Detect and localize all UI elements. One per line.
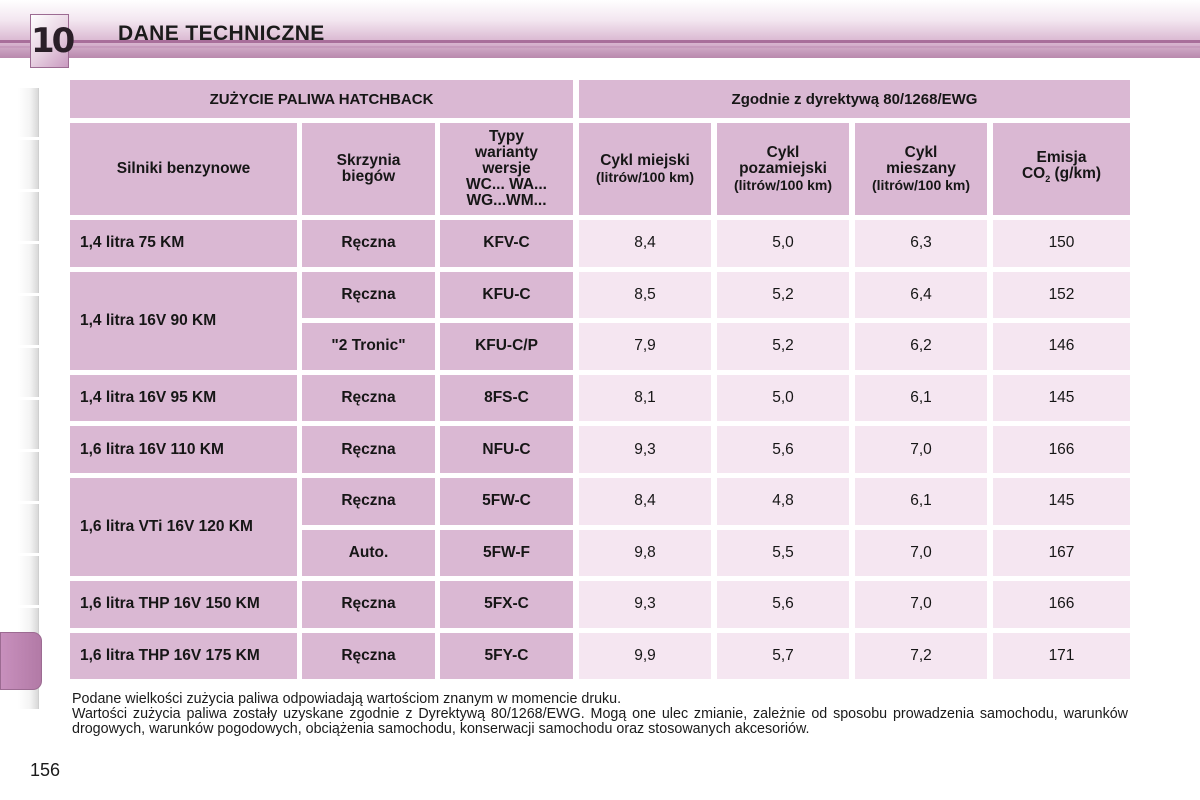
page-title: DANE TECHNICZNE xyxy=(118,22,325,45)
side-tab-active[interactable] xyxy=(0,632,42,690)
footnote-line: Podane wielkości zużycia paliwa odpowiad… xyxy=(72,691,622,707)
extra-urban-cell: 5,2 xyxy=(717,271,849,319)
side-tab[interactable] xyxy=(18,348,39,397)
extra-urban-cell: 5,5 xyxy=(717,529,849,577)
page-number: 156 xyxy=(30,760,61,780)
urban-cell: 7,9 xyxy=(579,323,711,370)
combined-cell: 6,3 xyxy=(855,220,987,267)
side-tab[interactable] xyxy=(18,400,39,449)
urban-cell: 9,8 xyxy=(579,529,711,577)
type-cell: 5FW-C xyxy=(440,478,573,525)
type-cell: 8FS-C xyxy=(440,374,573,422)
combined-cell: 6,4 xyxy=(855,271,987,319)
gearbox-cell: Ręczna xyxy=(302,220,435,267)
engine-cell: 1,6 litra THP 16V 150 KM xyxy=(70,581,297,628)
gearbox-cell: Ręczna xyxy=(302,581,435,628)
co2-cell: 167 xyxy=(993,529,1130,577)
urban-cell: 9,9 xyxy=(579,632,711,680)
co2-cell: 152 xyxy=(993,271,1130,319)
gearbox-cell: Ręczna xyxy=(302,271,435,319)
co2-cell: 166 xyxy=(993,581,1130,628)
footnote-line: Wartości zużycia paliwa zostały uzyskane… xyxy=(72,706,1128,737)
extra-urban-cell: 5,7 xyxy=(717,632,849,680)
type-cell: KFU-C/P xyxy=(440,323,573,370)
chapter-badge: 10 xyxy=(30,14,75,68)
co2-cell: 150 xyxy=(993,220,1130,267)
type-cell: 5FW-F xyxy=(440,529,573,577)
header-rule xyxy=(0,40,1200,43)
extra-urban-cell: 4,8 xyxy=(717,478,849,525)
table-title: ZUŻYCIE PALIWA HATCHBACK xyxy=(70,80,573,118)
co2-cell: 145 xyxy=(993,478,1130,525)
combined-cell: 7,0 xyxy=(855,581,987,628)
combined-cell: 7,2 xyxy=(855,632,987,680)
col-header-combined: Cykl mieszany (litrów/100 km) xyxy=(855,123,987,215)
side-tab[interactable] xyxy=(18,140,39,189)
header-band xyxy=(0,0,1200,58)
combined-cell: 7,0 xyxy=(855,529,987,577)
gearbox-cell: "2 Tronic" xyxy=(302,323,435,370)
gearbox-cell: Ręczna xyxy=(302,632,435,680)
gearbox-cell: Ręczna xyxy=(302,374,435,422)
side-tab[interactable] xyxy=(18,244,39,293)
side-tab[interactable] xyxy=(18,192,39,241)
urban-cell: 8,4 xyxy=(579,220,711,267)
combined-cell: 6,1 xyxy=(855,374,987,422)
urban-cell: 9,3 xyxy=(579,581,711,628)
extra-urban-cell: 5,6 xyxy=(717,426,849,473)
side-tab[interactable] xyxy=(18,452,39,501)
side-tab[interactable] xyxy=(18,556,39,605)
footnotes: Podane wielkości zużycia paliwa odpowiad… xyxy=(72,692,1128,737)
engine-cell: 1,4 litra 16V 90 KM xyxy=(70,271,297,370)
col-header-engine: Silniki benzynowe xyxy=(70,123,297,215)
side-chapter-tabs xyxy=(0,82,42,717)
col-header-extra-urban: Cykl pozamiejski (litrów/100 km) xyxy=(717,123,849,215)
combined-cell: 6,2 xyxy=(855,323,987,370)
co2-cell: 146 xyxy=(993,323,1130,370)
side-tab[interactable] xyxy=(18,296,39,345)
engine-cell: 1,6 litra VTi 16V 120 KM xyxy=(70,478,297,577)
col-header-emission: Emisja CO2 (g/km) xyxy=(993,123,1130,215)
col-header-types: Typy warianty wersje WC... WA... WG...WM… xyxy=(440,123,573,215)
urban-cell: 9,3 xyxy=(579,426,711,473)
type-cell: KFV-C xyxy=(440,220,573,267)
type-cell: 5FX-C xyxy=(440,581,573,628)
engine-cell: 1,6 litra 16V 110 KM xyxy=(70,426,297,473)
side-tab[interactable] xyxy=(18,504,39,553)
col-header-urban: Cykl miejski (litrów/100 km) xyxy=(579,123,711,215)
extra-urban-cell: 5,2 xyxy=(717,323,849,370)
extra-urban-cell: 5,0 xyxy=(717,374,849,422)
engine-cell: 1,4 litra 75 KM xyxy=(70,220,297,267)
directive-header: Zgodnie z dyrektywą 80/1268/EWG xyxy=(579,80,1130,118)
co2-cell: 145 xyxy=(993,374,1130,422)
engine-cell: 1,6 litra THP 16V 175 KM xyxy=(70,632,297,680)
co2-cell: 171 xyxy=(993,632,1130,680)
type-cell: NFU-C xyxy=(440,426,573,473)
gearbox-cell: Ręczna xyxy=(302,426,435,473)
gearbox-cell: Auto. xyxy=(302,529,435,577)
urban-cell: 8,1 xyxy=(579,374,711,422)
type-cell: 5FY-C xyxy=(440,632,573,680)
urban-cell: 8,5 xyxy=(579,271,711,319)
combined-cell: 7,0 xyxy=(855,426,987,473)
extra-urban-cell: 5,6 xyxy=(717,581,849,628)
gearbox-cell: Ręczna xyxy=(302,478,435,525)
co2-cell: 166 xyxy=(993,426,1130,473)
extra-urban-cell: 5,0 xyxy=(717,220,849,267)
header-rule-secondary xyxy=(0,46,1200,48)
engine-cell: 1,4 litra 16V 95 KM xyxy=(70,374,297,422)
side-tab[interactable] xyxy=(18,88,39,137)
type-cell: KFU-C xyxy=(440,271,573,319)
urban-cell: 8,4 xyxy=(579,478,711,525)
chapter-number: 10 xyxy=(31,21,75,61)
combined-cell: 6,1 xyxy=(855,478,987,525)
col-header-gearbox: Skrzynia biegów xyxy=(302,123,435,215)
